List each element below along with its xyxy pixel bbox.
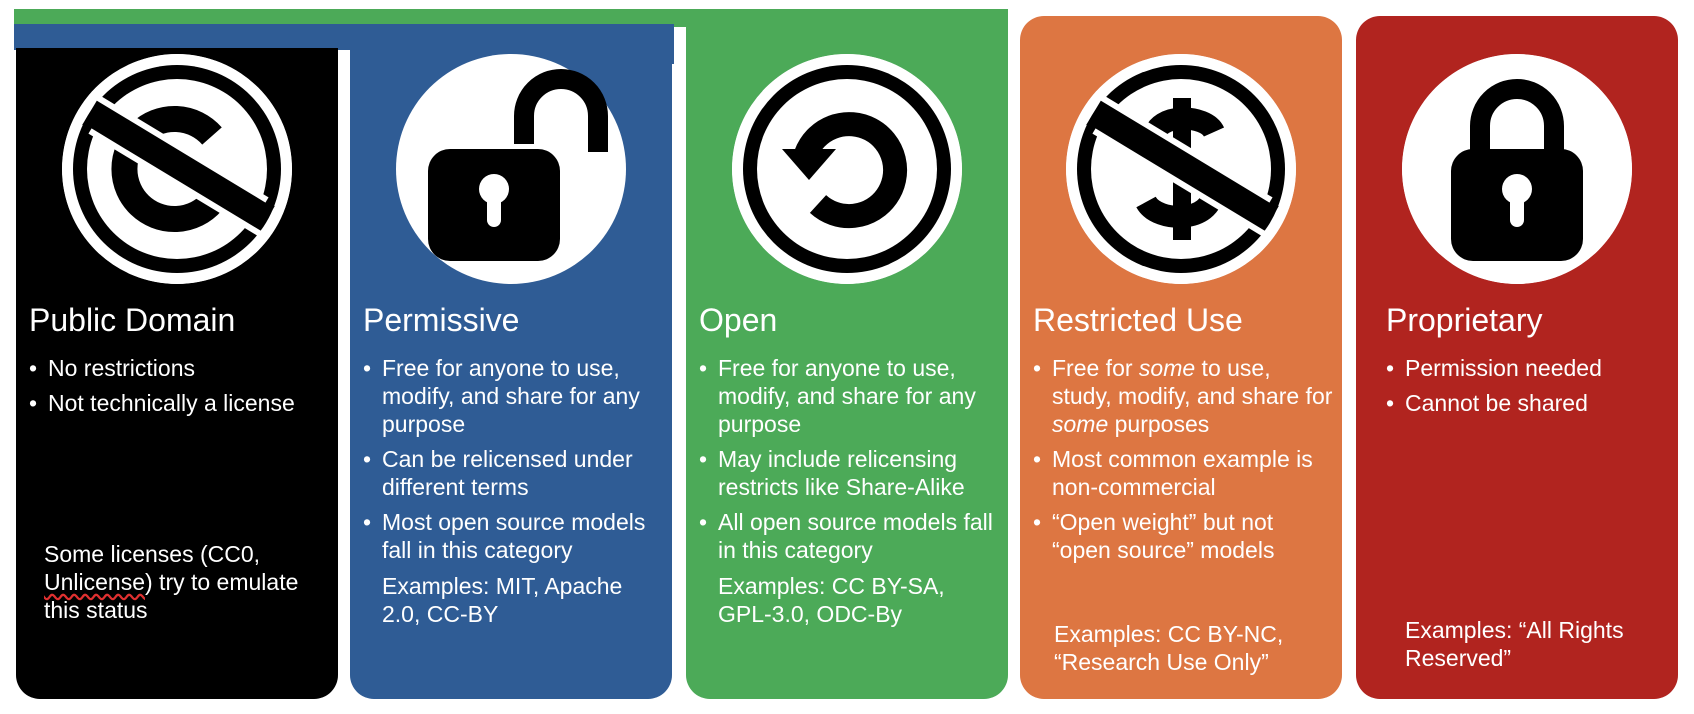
- examples-text: Examples: CC BY-SA, GPL-3.0, ODC-By: [718, 573, 945, 627]
- bullet-item: All open source models fall in this cate…: [699, 508, 1001, 564]
- bullet-item: Cannot be shared: [1386, 389, 1671, 417]
- card-proprietary: Proprietary Permission needed Cannot be …: [1356, 16, 1678, 699]
- bullet-item: Free for anyone to use, modify, and shar…: [363, 354, 665, 438]
- non-commercial-icon: [1066, 54, 1296, 284]
- bullet-list: Permission needed Cannot be shared: [1386, 354, 1671, 424]
- bullet-item: Not technically a license: [29, 389, 331, 417]
- card-title: Open: [699, 302, 778, 338]
- examples-text: Examples: “All Rights Reserved”: [1405, 617, 1624, 671]
- card-open: Open Free for anyone to use, modify, and…: [686, 48, 1008, 699]
- examples-text: Examples: CC BY-NC, “Research Use Only”: [1054, 621, 1284, 675]
- card-title: Permissive: [363, 302, 520, 338]
- open-group-bar-right: [686, 9, 1008, 49]
- card-public-domain: Public Domain No restrictions Not techni…: [16, 48, 338, 699]
- card-permissive: Permissive Free for anyone to use, modif…: [350, 48, 672, 699]
- closed-padlock-icon: [1402, 54, 1632, 284]
- emphasis-some: some: [1052, 411, 1109, 437]
- bullet-item: Free for anyone to use, modify, and shar…: [699, 354, 1001, 438]
- open-padlock-icon: [396, 54, 626, 284]
- examples-text: Some licenses (CC0, Unlicense) try to em…: [44, 541, 299, 623]
- bullet-list: Free for anyone to use, modify, and shar…: [699, 354, 1001, 571]
- bullet-item: Most open source models fall in this cat…: [363, 508, 665, 564]
- bullet-item: Most common example is non-commercial: [1033, 445, 1335, 501]
- bullet-list: Free for anyone to use, modify, and shar…: [363, 354, 665, 571]
- bullet-item: Can be relicensed under different terms: [363, 445, 665, 501]
- bullet-list: Free for some to use, study, modify, and…: [1033, 354, 1335, 571]
- bullet-item: Free for some to use, study, modify, and…: [1033, 354, 1335, 438]
- emphasis-some: some: [1138, 355, 1196, 381]
- examples-text: Examples: MIT, Apache 2.0, CC-BY: [382, 573, 623, 627]
- bullet-item: May include relicensing restricts like S…: [699, 445, 1001, 501]
- card-title: Proprietary: [1386, 302, 1543, 338]
- card-title: Restricted Use: [1033, 302, 1243, 338]
- bullet-item: “Open weight” but not “open source” mode…: [1033, 508, 1335, 564]
- card-title: Public Domain: [29, 302, 236, 338]
- no-copyright-icon: [62, 54, 292, 284]
- bullet-item: No restrictions: [29, 354, 331, 382]
- spellcheck-word: Unlicense: [44, 569, 145, 595]
- card-restricted-use: Restricted Use Free for some to use, stu…: [1020, 16, 1342, 699]
- bullet-list: No restrictions Not technically a licens…: [29, 354, 331, 424]
- bullet-item: Permission needed: [1386, 354, 1671, 382]
- share-alike-icon: [732, 54, 962, 284]
